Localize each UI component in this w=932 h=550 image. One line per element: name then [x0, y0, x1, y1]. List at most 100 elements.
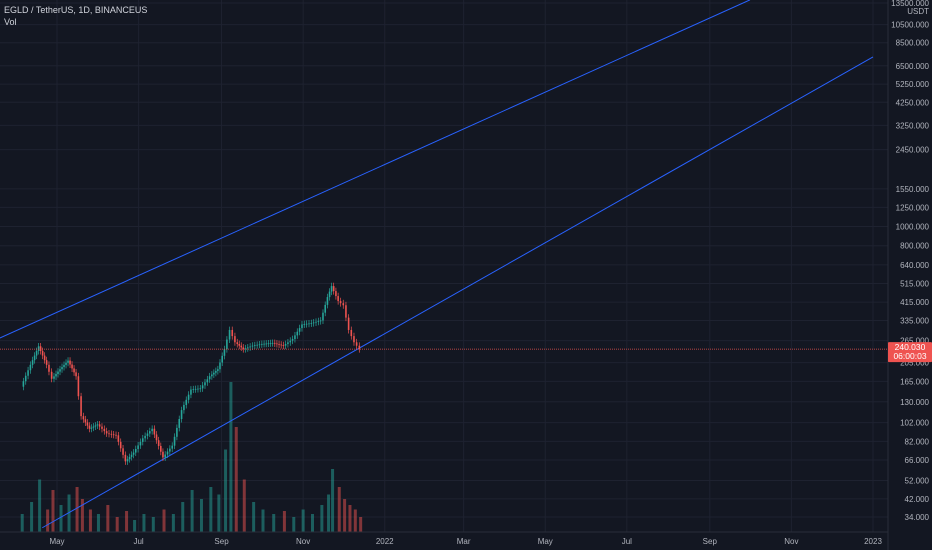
candle-body: [265, 343, 268, 345]
time-axis[interactable]: May Jul Sep Nov 2022 Mar May Jul Sep Nov 2023: [0, 531, 888, 546]
candle-body: [157, 440, 160, 446]
price-axis-label: 5250.000: [896, 80, 930, 89]
candle-body: [273, 342, 276, 344]
candle-body: [144, 435, 146, 439]
volume-bar: [311, 514, 315, 532]
price-axis-label: 4250.000: [896, 98, 930, 107]
candle-body: [201, 385, 204, 389]
volume-bar: [209, 487, 213, 532]
candle-body: [350, 329, 353, 337]
volume-bar: [353, 509, 357, 532]
candle-body: [312, 322, 315, 324]
price-axis-label: 800.000: [900, 242, 929, 251]
channel-line[interactable]: [42, 56, 874, 529]
candle-body: [88, 425, 91, 429]
candle-body: [162, 451, 164, 458]
price-axis-label: 1550.000: [896, 185, 930, 194]
volume-bar: [96, 514, 100, 532]
candle-body: [50, 371, 53, 379]
candle-body: [246, 347, 249, 349]
volume-bar: [30, 502, 34, 532]
volume-bar: [88, 509, 92, 532]
candle-body: [317, 321, 320, 322]
candle-body: [294, 335, 296, 340]
candle-body: [128, 456, 131, 460]
candle-body: [278, 344, 280, 345]
candle-body: [155, 434, 158, 441]
channel-line[interactable]: [0, 0, 751, 341]
candle-body: [308, 323, 310, 325]
candle-body: [59, 369, 61, 372]
volume-label[interactable]: Vol: [4, 17, 17, 27]
candle-body: [296, 331, 299, 336]
candle-body: [75, 372, 77, 377]
volume-bar: [20, 514, 24, 532]
price-axis-label: 335.000: [900, 316, 929, 325]
candle-body: [103, 428, 106, 432]
candle-body: [256, 344, 258, 346]
price-axis-label: 102.000: [900, 419, 929, 428]
candle-body: [86, 422, 89, 426]
time-axis-label: Mar: [457, 537, 471, 546]
price-axis-label: 265.000: [900, 337, 929, 346]
price-axis-label: 34.000: [905, 513, 930, 522]
time-axis-label: May: [538, 537, 553, 546]
price-axis-label: 515.000: [900, 280, 929, 289]
volume-bar: [59, 505, 63, 532]
symbol-title[interactable]: EGLD / TetherUS, 1D, BINANCEUS: [4, 5, 148, 15]
candle-body: [82, 416, 85, 420]
price-axis-label: 10500.000: [891, 21, 929, 30]
time-axis-label: Sep: [703, 537, 718, 546]
price-axis-label: 640.000: [900, 261, 929, 270]
candle-body: [240, 345, 243, 348]
candle-body: [35, 350, 38, 356]
volume-bar: [217, 494, 221, 532]
candle-body: [115, 434, 117, 436]
volume-bar: [242, 479, 246, 532]
channel-lines[interactable]: [0, 0, 874, 529]
time-axis-label: Jul: [133, 537, 143, 546]
volume-bar: [133, 520, 137, 532]
volume-bar: [181, 502, 185, 532]
candle-body: [69, 360, 71, 365]
candle-body: [112, 434, 115, 436]
time-axis-label: Jul: [622, 537, 632, 546]
price-series: [22, 282, 361, 465]
candle-body: [221, 355, 224, 363]
candle-body: [29, 364, 32, 371]
candle-body: [261, 343, 263, 345]
candle-body: [134, 448, 137, 453]
candle-body: [96, 424, 99, 426]
candle-body: [73, 368, 75, 373]
candle-body: [223, 349, 226, 356]
candle-body: [324, 304, 327, 313]
candle-body: [213, 372, 215, 375]
candle-body: [171, 445, 174, 449]
candle-body: [244, 348, 247, 350]
volume-bar: [252, 502, 256, 532]
candle-body: [234, 336, 236, 343]
candle-body: [126, 459, 129, 462]
candle-body: [208, 376, 211, 380]
candle-body: [178, 419, 181, 428]
candle-body: [77, 376, 80, 397]
volume-bar: [331, 469, 335, 532]
price-axis-label: 66.000: [905, 456, 930, 465]
price-axis[interactable]: 13500.000 10500.000 8500.000 6500.000 5250.0…: [887, 0, 930, 550]
time-axis-label: Nov: [784, 537, 798, 546]
price-badge-price: 240.030: [895, 342, 926, 352]
candle-body: [345, 305, 347, 318]
candle-body: [315, 321, 317, 323]
candle-body: [231, 329, 234, 337]
candle-body: [146, 433, 149, 436]
candle-body: [39, 346, 42, 351]
candle-body: [164, 454, 166, 458]
candle-body: [280, 344, 282, 346]
candle-body: [110, 433, 113, 435]
volume-bar: [229, 382, 233, 532]
candle-body: [301, 324, 303, 329]
candle-body: [282, 345, 285, 346]
price-axis-label: 165.000: [900, 377, 929, 386]
